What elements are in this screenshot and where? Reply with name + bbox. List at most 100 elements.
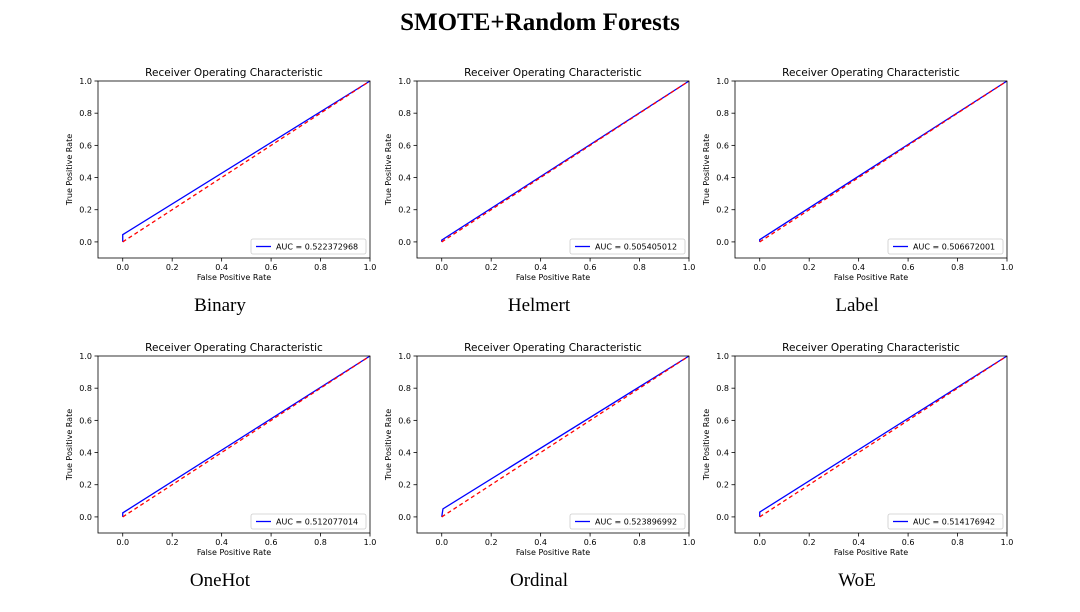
plot-frame (97, 80, 371, 259)
plot-frame (734, 355, 1008, 534)
y-tick-label: 0.8 (716, 384, 729, 393)
chance-line (122, 355, 371, 518)
legend-label: AUC = 0.522372968 (276, 243, 358, 252)
legend-box (887, 513, 1004, 530)
plot-title: Receiver Operating Characteristic (145, 67, 323, 79)
y-tick-label: 0.6 (716, 141, 729, 150)
y-axis-label: True Positive Rate (65, 409, 74, 481)
y-tick-label: 1.0 (716, 77, 729, 86)
panel-caption: Binary (194, 295, 246, 316)
y-tick-label: 1.0 (716, 352, 729, 361)
y-tick-label: 1.0 (79, 352, 92, 361)
x-axis-label: False Positive Rate (197, 273, 271, 282)
roc-chart: Receiver Operating Characteristic 0.0 0.2 0… (65, 67, 377, 282)
y-tick-label: 0.8 (79, 109, 92, 118)
plot-title: Receiver Operating Characteristic (464, 67, 642, 79)
legend-box (250, 513, 367, 530)
panel-caption: OneHot (189, 570, 251, 591)
plot-title: Receiver Operating Characteristic (145, 342, 323, 354)
y-tick-label: 0.2 (398, 206, 411, 215)
y-axis-label: True Positive Rate (384, 134, 393, 206)
y-tick-label: 0.6 (79, 141, 92, 150)
y-tick-label: 0.8 (79, 384, 92, 393)
chance-line (759, 355, 1008, 518)
plot-frame (97, 355, 371, 534)
x-tick-label: 0.4 (215, 538, 228, 547)
legend-box (887, 238, 1004, 255)
panel-caption: Label (835, 295, 879, 316)
x-tick-label: 0.0 (435, 263, 448, 272)
y-tick-label: 0.6 (398, 416, 411, 425)
x-tick-label: 1.0 (364, 538, 377, 547)
roc-chart: Receiver Operating Characteristic 0.0 0.2 0… (702, 67, 1013, 282)
x-tick-label: 1.0 (364, 263, 377, 272)
roc-panel-label: Receiver Operating Characteristic 0.0 0.2 0… (697, 65, 1017, 337)
legend-box (250, 238, 367, 255)
y-tick-label: 0.2 (79, 206, 92, 215)
plot-frame (734, 80, 1008, 259)
x-axis-label: False Positive Rate (197, 548, 271, 557)
y-axis-label: True Positive Rate (65, 134, 74, 206)
x-tick-label: 0.6 (584, 538, 597, 547)
roc-panel-ordinal: Receiver Operating Characteristic 0.0 0.2 0… (379, 340, 699, 612)
x-axis-label: False Positive Rate (516, 273, 590, 282)
figure-title: SMOTE+Random Forests (400, 9, 680, 36)
plot-frame (416, 80, 690, 259)
y-tick-label: 0.2 (398, 481, 411, 490)
panel-caption: Helmert (507, 295, 571, 316)
y-axis-label: True Positive Rate (702, 134, 711, 206)
x-tick-label: 0.8 (633, 538, 646, 547)
roc-curve (122, 80, 371, 242)
chance-line (122, 80, 371, 243)
y-tick-label: 0.8 (716, 109, 729, 118)
y-tick-label: 0.4 (79, 449, 92, 458)
y-tick-label: 0.4 (398, 174, 411, 183)
legend-label: AUC = 0.505405012 (595, 243, 677, 252)
x-tick-label: 0.8 (314, 538, 327, 547)
x-axis-label: False Positive Rate (834, 548, 908, 557)
plot-title: Receiver Operating Characteristic (782, 67, 960, 79)
x-tick-label: 0.6 (265, 263, 278, 272)
y-tick-label: 0.6 (716, 416, 729, 425)
x-tick-label: 0.4 (534, 263, 547, 272)
y-tick-label: 0.0 (79, 513, 92, 522)
chance-line (441, 355, 690, 518)
y-tick-label: 1.0 (79, 77, 92, 86)
roc-chart: Receiver Operating Characteristic 0.0 0.2 0… (702, 342, 1014, 557)
roc-curve (441, 355, 690, 518)
x-tick-label: 0.4 (852, 263, 865, 272)
plot-title: Receiver Operating Characteristic (464, 342, 642, 354)
y-tick-label: 0.6 (79, 416, 92, 425)
x-tick-label: 0.2 (485, 263, 498, 272)
y-tick-label: 0.8 (398, 384, 411, 393)
roc-curve (122, 355, 371, 517)
x-tick-label: 0.8 (314, 263, 327, 272)
plot-frame (416, 355, 690, 534)
y-tick-label: 0.2 (716, 206, 729, 215)
roc-panel-binary: Receiver Operating Characteristic 0.0 0.2 0… (60, 65, 380, 337)
x-tick-label: 0.8 (951, 263, 964, 272)
y-tick-label: 0.8 (398, 109, 411, 118)
y-tick-label: 1.0 (398, 77, 411, 86)
x-tick-label: 1.0 (1001, 538, 1014, 547)
x-tick-label: 0.8 (951, 538, 964, 547)
legend-label: AUC = 0.506672001 (913, 243, 995, 252)
roc-chart: Receiver Operating Characteristic 0.0 0.2 0… (384, 67, 696, 282)
x-tick-label: 0.6 (902, 263, 915, 272)
x-tick-label: 0.0 (753, 538, 766, 547)
x-tick-label: 0.6 (265, 538, 278, 547)
y-tick-label: 0.4 (716, 174, 729, 183)
x-tick-label: 0.6 (584, 263, 597, 272)
y-tick-label: 0.2 (716, 481, 729, 490)
x-tick-label: 0.4 (534, 538, 547, 547)
x-tick-label: 0.2 (485, 538, 498, 547)
y-tick-label: 0.0 (716, 513, 729, 522)
roc-chart: Receiver Operating Characteristic 0.0 0.2 0… (65, 342, 377, 557)
panel-caption: Ordinal (509, 570, 569, 591)
chance-line (441, 80, 690, 243)
panel-caption: WoE (838, 570, 876, 591)
x-tick-label: 0.6 (902, 538, 915, 547)
y-tick-label: 0.4 (716, 449, 729, 458)
x-tick-label: 1.0 (683, 263, 696, 272)
x-tick-label: 0.2 (803, 263, 816, 272)
